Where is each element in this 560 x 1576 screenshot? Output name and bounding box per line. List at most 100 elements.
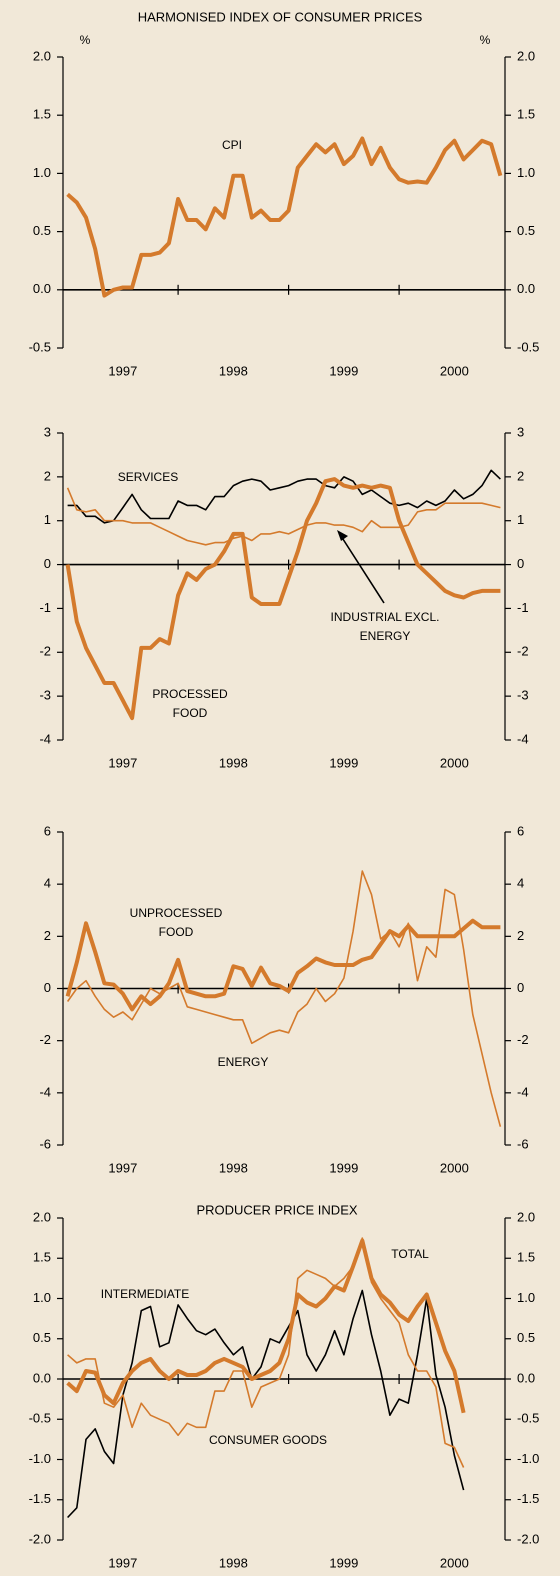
series-line — [66, 1238, 466, 1414]
y-tick-label: 0.0 — [517, 1370, 535, 1385]
y-tick-label: 0 — [44, 556, 51, 571]
y-tick-label: 3 — [44, 424, 51, 439]
series-line — [67, 1289, 465, 1519]
series-line — [67, 469, 501, 524]
y-tick-label: 0.0 — [517, 281, 535, 296]
y-tick-label: 0 — [517, 556, 524, 571]
y-tick-label: 2 — [44, 928, 51, 943]
y-tick-label: -1 — [39, 600, 51, 615]
y-tick-label: -1.5 — [29, 1491, 51, 1506]
x-tick-label: 1999 — [329, 1555, 358, 1570]
y-tick-label: -6 — [517, 1136, 529, 1151]
y-tick-label: -6 — [39, 1136, 51, 1151]
series-line — [65, 918, 501, 1012]
chart-title: PRODUCER PRICE INDEX — [196, 1202, 357, 1217]
y-tick-label: 1 — [517, 512, 524, 527]
y-tick-label: 6 — [517, 823, 524, 838]
y-tick-label: -2 — [39, 644, 51, 659]
y-tick-label: 1.5 — [517, 1250, 535, 1265]
y-tick-label: -1.5 — [517, 1491, 539, 1506]
y-tick-label: 1.0 — [33, 165, 51, 180]
x-tick-label: 1999 — [329, 755, 358, 770]
x-tick-label: 1997 — [108, 363, 137, 378]
x-tick-label: 2000 — [440, 1555, 469, 1570]
series-label: CONSUMER GOODS — [209, 1433, 327, 1447]
y-tick-label: 1.0 — [517, 165, 535, 180]
unit-label: % — [80, 33, 91, 47]
series-label: UNPROCESSED FOOD — [130, 906, 223, 939]
series-label: INTERMEDIATE — [101, 1287, 189, 1301]
series-line — [65, 477, 501, 721]
y-tick-label: 2 — [44, 468, 51, 483]
y-tick-label: 1.5 — [33, 107, 51, 122]
y-tick-label: 0.0 — [33, 281, 51, 296]
x-tick-label: 1998 — [219, 1555, 248, 1570]
y-tick-label: -3 — [517, 688, 529, 703]
x-tick-label: 2000 — [440, 1160, 469, 1175]
series-line — [67, 1237, 465, 1468]
y-tick-label: 4 — [517, 876, 524, 891]
series-line — [66, 136, 503, 298]
series-label: TOTAL — [391, 1247, 429, 1261]
y-tick-label: -0.5 — [29, 1411, 51, 1426]
y-tick-label: -0.5 — [517, 1411, 539, 1426]
y-tick-label: 2.0 — [517, 48, 535, 63]
y-tick-label: 1.0 — [33, 1290, 51, 1305]
x-tick-label: 2000 — [440, 755, 469, 770]
series-label: ENERGY — [218, 1055, 269, 1069]
y-tick-label: -0.5 — [517, 339, 539, 354]
y-tick-label: 3 — [517, 424, 524, 439]
y-tick-label: 6 — [44, 823, 51, 838]
y-tick-label: 1.0 — [517, 1290, 535, 1305]
arrow — [337, 530, 385, 604]
y-tick-label: 0 — [517, 980, 524, 995]
y-tick-label: 2.0 — [33, 1209, 51, 1224]
y-tick-label: -2 — [517, 1032, 529, 1047]
chart-title: HARMONISED INDEX OF CONSUMER PRICES — [138, 9, 423, 24]
y-tick-label: 0 — [44, 980, 51, 995]
x-tick-label: 1997 — [108, 755, 137, 770]
x-tick-label: 1998 — [219, 755, 248, 770]
x-tick-label: 1999 — [329, 1160, 358, 1175]
y-tick-label: -0.5 — [29, 339, 51, 354]
series-label: PROCESSED FOOD — [152, 687, 228, 720]
unit-label: % — [480, 33, 491, 47]
y-tick-label: 2.0 — [33, 48, 51, 63]
y-tick-label: -1.0 — [517, 1451, 539, 1466]
y-tick-label: 1.5 — [517, 107, 535, 122]
y-tick-label: -2.0 — [517, 1531, 539, 1546]
x-tick-label: 2000 — [440, 363, 469, 378]
y-tick-label: -2.0 — [29, 1531, 51, 1546]
y-tick-label: 2 — [517, 468, 524, 483]
x-tick-label: 1998 — [219, 363, 248, 378]
series-line — [66, 487, 501, 546]
x-tick-label: 1998 — [219, 1160, 248, 1175]
series-line — [66, 870, 502, 1127]
y-tick-label: 2 — [517, 928, 524, 943]
y-tick-label: 0.5 — [517, 223, 535, 238]
y-tick-label: -4 — [39, 1084, 51, 1099]
y-tick-label: 2.0 — [517, 1209, 535, 1224]
y-tick-label: -1 — [517, 600, 529, 615]
y-tick-label: -2 — [39, 1032, 51, 1047]
y-tick-label: 1.5 — [33, 1250, 51, 1265]
y-tick-label: -3 — [39, 688, 51, 703]
x-tick-label: 1997 — [108, 1160, 137, 1175]
y-tick-label: 1 — [44, 512, 51, 527]
y-tick-label: 0.5 — [33, 223, 51, 238]
y-tick-label: -2 — [517, 644, 529, 659]
y-tick-label: -1.0 — [29, 1451, 51, 1466]
y-tick-label: 0.5 — [33, 1330, 51, 1345]
y-tick-label: -4 — [39, 731, 51, 746]
series-label: INDUSTRIAL EXCL. ENERGY — [331, 610, 440, 643]
series-label: SERVICES — [118, 470, 178, 484]
series-label: CPI — [222, 138, 242, 152]
y-tick-label: 0.5 — [517, 1330, 535, 1345]
y-tick-label: -4 — [517, 731, 529, 746]
x-tick-label: 1999 — [329, 363, 358, 378]
y-tick-label: 0.0 — [33, 1370, 51, 1385]
y-tick-label: -4 — [517, 1084, 529, 1099]
